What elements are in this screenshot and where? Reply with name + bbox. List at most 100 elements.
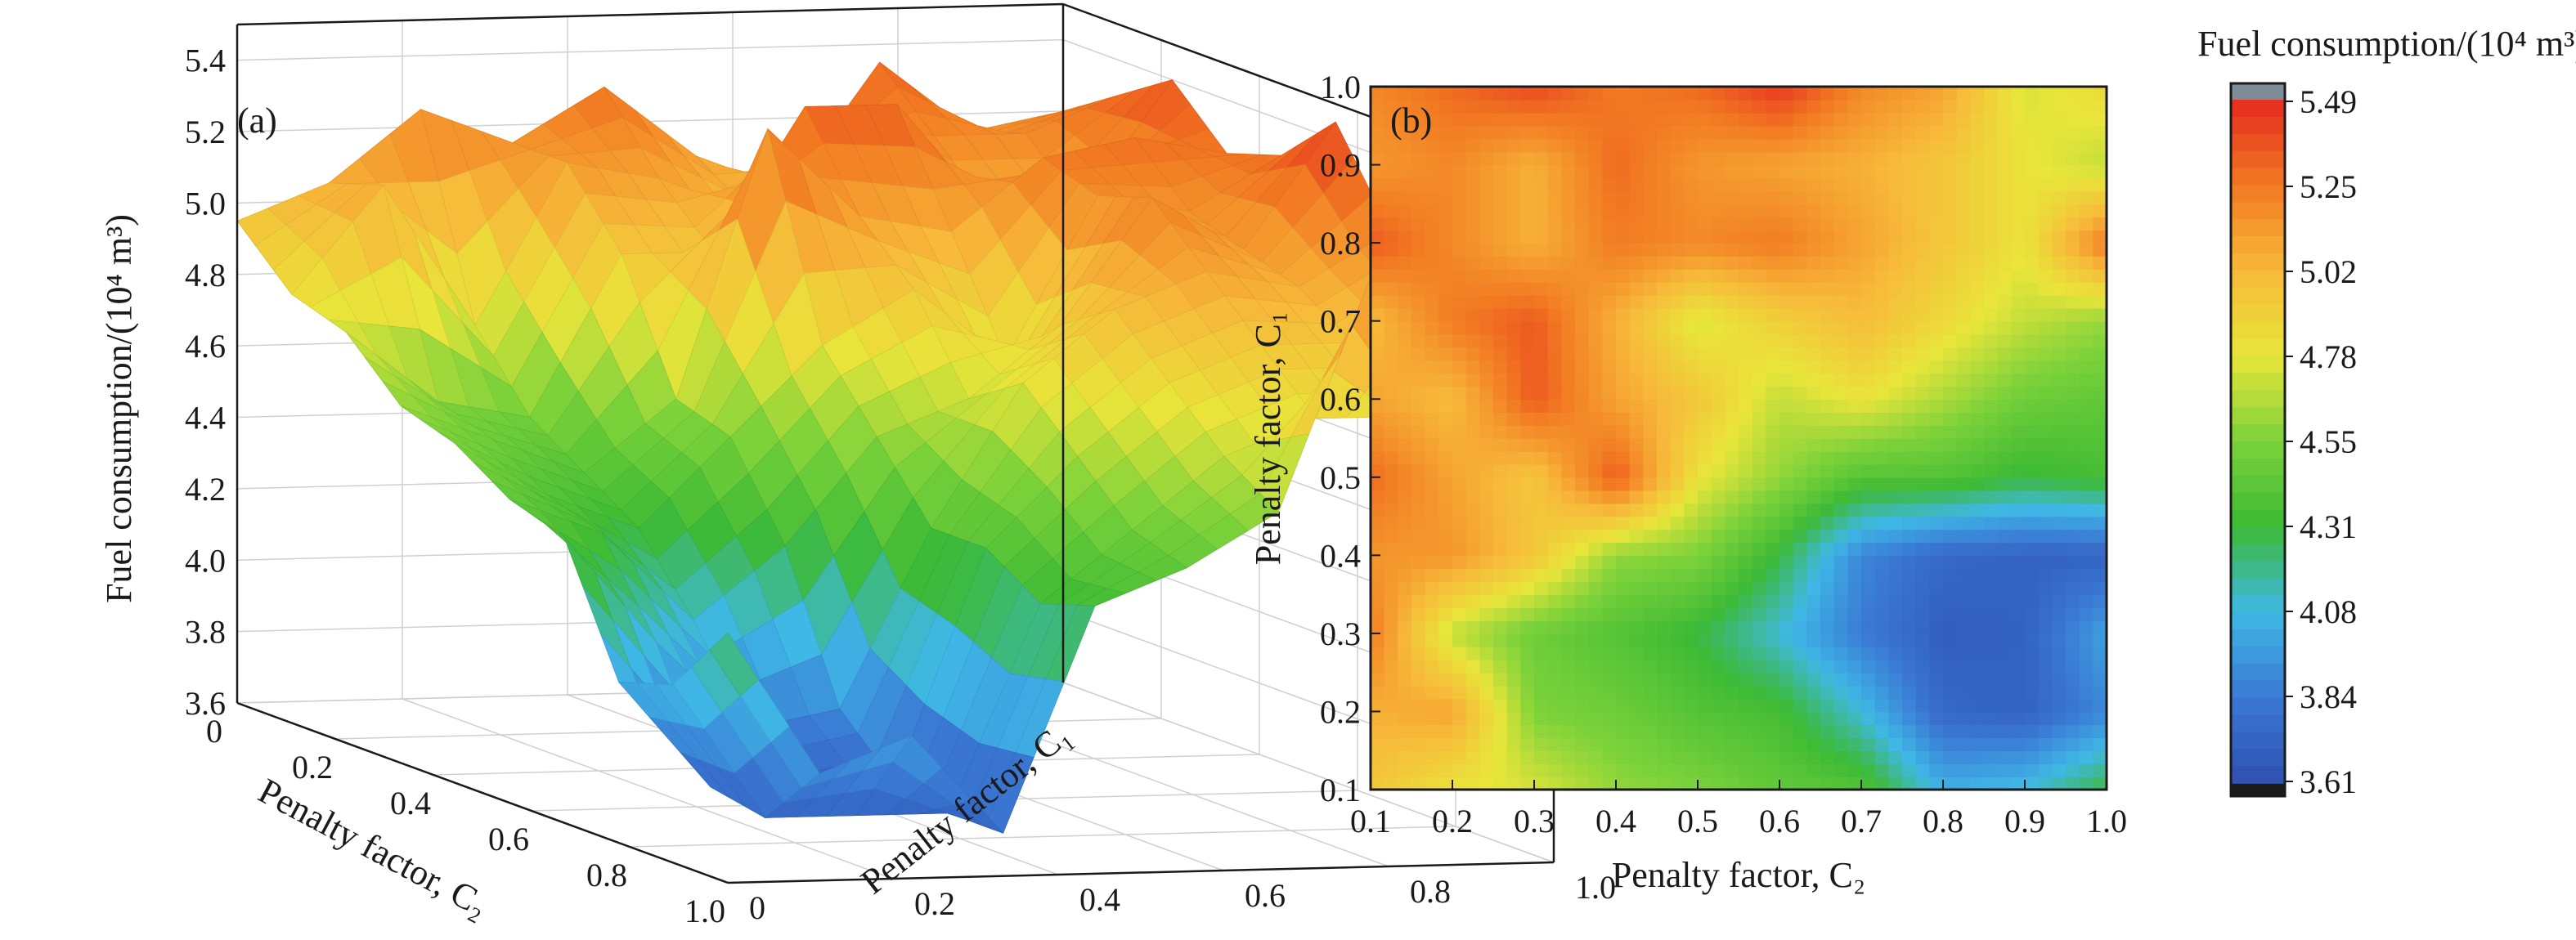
contour-cell — [1657, 204, 1672, 218]
colorbar-step — [2231, 407, 2285, 425]
contour-cell — [1874, 294, 1890, 309]
contour-cell — [1752, 230, 1767, 244]
contour-cell — [1425, 99, 1440, 114]
contour-cell — [1452, 503, 1467, 517]
contour-cell — [1820, 724, 1835, 739]
contour-cell — [1806, 177, 1821, 192]
contour-cell — [1493, 399, 1508, 413]
contour-cell — [1452, 112, 1467, 127]
contour-cell — [1833, 542, 1849, 557]
contour-cell — [1725, 763, 1739, 777]
contour-cell — [2066, 698, 2080, 713]
contour-cell — [1670, 125, 1685, 140]
contour-cell — [1793, 529, 1808, 544]
contour-cell — [1398, 490, 1412, 504]
contour-cell — [1411, 256, 1426, 270]
contour-cell — [1847, 425, 1862, 439]
contour-cell — [1506, 386, 1522, 401]
contour-cell — [1766, 750, 1780, 764]
contour-cell — [1398, 581, 1412, 595]
contour-cell — [1929, 594, 1944, 608]
contour-cell — [1465, 320, 1481, 335]
contour-cell — [1739, 777, 1753, 790]
contour-cell — [1520, 360, 1535, 374]
contour-cell — [1902, 281, 1917, 296]
contour-cell — [1902, 737, 1917, 752]
contour-cell — [1629, 164, 1645, 179]
contour-cell — [1861, 711, 1876, 726]
contour-cell — [1479, 347, 1494, 361]
contour-cell — [1493, 320, 1508, 335]
contour-cell — [2093, 477, 2107, 491]
contour-cell — [1602, 659, 1617, 674]
contour-cell — [1561, 594, 1576, 608]
contour-cell — [1766, 87, 1780, 101]
contour-cell — [1984, 594, 1999, 608]
contour-cell — [1970, 646, 1985, 660]
colorbar: 5.495.255.024.784.554.314.083.843.61 Fue… — [2197, 24, 2576, 800]
contour-cell — [1711, 164, 1726, 179]
contour-cell — [1602, 737, 1617, 752]
contour-cell — [1997, 204, 2013, 218]
contour-cell — [1629, 438, 1645, 452]
contour-cell — [1711, 490, 1726, 504]
contour-cell — [1684, 607, 1699, 621]
contour-cell — [1643, 177, 1658, 192]
contour-cell — [1902, 607, 1917, 621]
contour-cell — [1629, 268, 1645, 283]
contour-cell — [1575, 138, 1590, 153]
contour-cell — [1766, 724, 1780, 739]
contour-cell — [1629, 217, 1645, 231]
contour-cell — [1506, 633, 1522, 647]
contour-cell — [1629, 607, 1645, 621]
contour-plot-frame — [1369, 85, 2108, 791]
contour-cell — [1711, 425, 1726, 439]
contour-cell — [1398, 360, 1412, 374]
contour-cell — [1520, 646, 1535, 660]
contour-cell — [1520, 99, 1535, 114]
contour-cell — [2093, 281, 2107, 296]
contour-cell — [1956, 555, 1972, 570]
contour-cell — [1670, 373, 1685, 387]
contour-cell — [2025, 333, 2040, 348]
contour-cell — [1452, 333, 1467, 348]
contour-cell — [1874, 177, 1890, 192]
contour-cell — [2079, 633, 2094, 647]
contour-cell — [1997, 555, 2013, 570]
contour-cell — [1888, 672, 1903, 687]
contour-cell — [1861, 620, 1876, 634]
contour-cell — [1643, 307, 1658, 322]
contour-cell — [1820, 672, 1835, 687]
contour-cell — [1371, 581, 1385, 595]
contour-cell — [1411, 750, 1426, 764]
contour-cell — [1698, 620, 1712, 634]
contour-cell — [1602, 99, 1617, 114]
contour-cell — [1575, 425, 1590, 439]
contour-cell — [2038, 320, 2053, 335]
contour-cell — [1739, 425, 1753, 439]
contour-cell — [1506, 320, 1522, 335]
contour-cell — [1779, 777, 1794, 790]
contour-cell — [1779, 87, 1794, 101]
contour-cell — [1902, 568, 1917, 582]
contour-cell — [1725, 568, 1739, 582]
contour-cell — [1711, 99, 1726, 114]
contour-cell — [1915, 230, 1931, 244]
contour-cell — [1739, 594, 1753, 608]
contour-cell — [1997, 698, 2013, 713]
contour-cell — [1479, 412, 1494, 426]
x-tick-label: 0.2 — [292, 749, 333, 786]
contour-cell — [1874, 555, 1890, 570]
contour-cell — [2066, 620, 2080, 634]
contour-cell — [1534, 99, 1549, 114]
contour-cell — [1861, 177, 1876, 192]
contour-cell — [1820, 399, 1835, 413]
contour-cell — [1465, 112, 1481, 127]
contour-cell — [1739, 230, 1753, 244]
contour-cell — [1616, 268, 1631, 283]
contour-cell — [1766, 672, 1780, 687]
contour-cell — [2066, 399, 2080, 413]
contour-cell — [1861, 516, 1876, 530]
contour-cell — [1970, 333, 1985, 348]
contour-cell — [1506, 659, 1522, 674]
